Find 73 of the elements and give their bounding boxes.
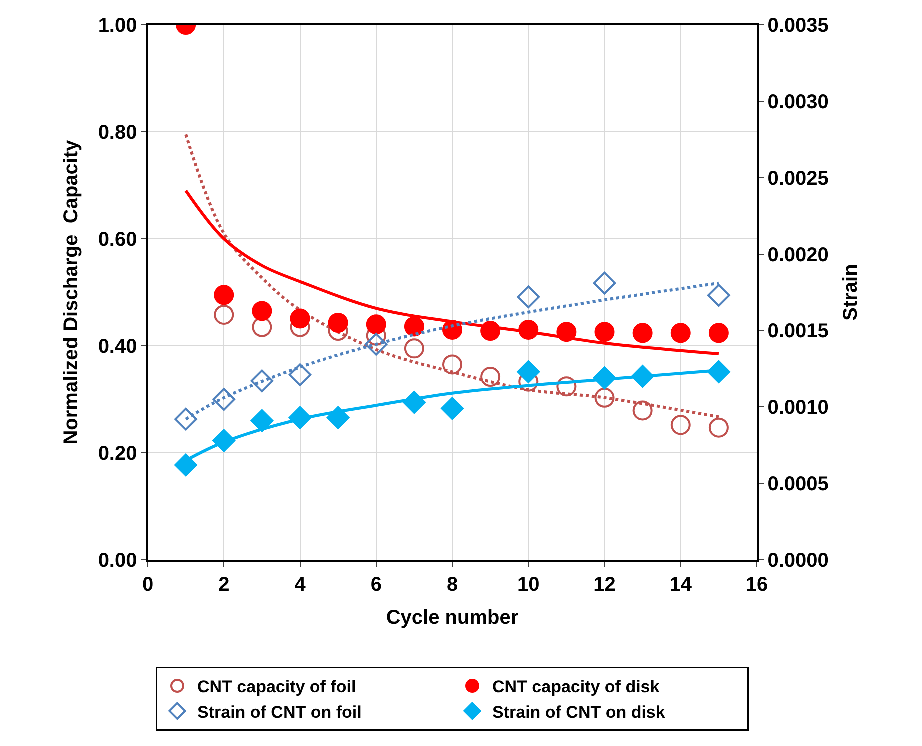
- point: [594, 322, 615, 342]
- point: [708, 323, 729, 344]
- point: [670, 415, 691, 436]
- x-tick-label: 8: [446, 574, 458, 596]
- x-tick-label: 16: [746, 574, 768, 596]
- x-tick-label: 4: [294, 574, 307, 596]
- point: [441, 397, 464, 420]
- point: [212, 429, 236, 452]
- point: [250, 370, 274, 393]
- y-tick-label: 0.00: [98, 550, 138, 572]
- y2-tick-label: 0.0000: [768, 550, 829, 572]
- point: [594, 388, 615, 408]
- y2-tick-label: 0.0010: [768, 397, 829, 420]
- y-axis-title: Normalized Discharge Capacity: [60, 139, 82, 445]
- y2-tick-label: 0.0005: [768, 474, 829, 496]
- point: [250, 410, 274, 432]
- point: [632, 323, 653, 344]
- point: [517, 360, 540, 384]
- point: [214, 285, 234, 306]
- y2-axis-title: Strain: [840, 264, 862, 321]
- point: [288, 364, 312, 386]
- x-tick-label: 2: [218, 574, 230, 596]
- point: [364, 333, 388, 356]
- legend-label: CNT capacity of disk: [492, 678, 660, 697]
- y2-tick-label: 0.0035: [768, 15, 829, 37]
- x-tick-label: 10: [518, 574, 540, 596]
- point: [403, 391, 426, 414]
- point: [174, 454, 198, 477]
- point: [480, 367, 501, 388]
- y2-tick-label: 0.0025: [768, 168, 829, 190]
- legend-label: Strain of CNT on disk: [492, 702, 666, 722]
- y-tick-label: 1.00: [98, 15, 138, 37]
- line-series: [184, 189, 720, 356]
- point: [556, 322, 577, 342]
- point: [708, 284, 730, 307]
- point: [404, 316, 424, 337]
- point: [442, 354, 462, 375]
- point: [288, 406, 312, 430]
- point: [214, 304, 234, 325]
- legend-label: Strain of CNT on foil: [198, 702, 362, 722]
- y-tick-label: 0.20: [98, 443, 138, 465]
- point: [632, 400, 653, 421]
- point: [328, 313, 348, 333]
- point: [708, 418, 729, 438]
- point: [593, 366, 616, 390]
- point: [518, 320, 539, 340]
- y-tick-label: 0.80: [98, 122, 138, 144]
- point: [366, 314, 386, 335]
- point: [252, 301, 272, 322]
- y2-tick-label: 0.0020: [768, 244, 829, 266]
- x-axis-title: Cycle number: [386, 606, 519, 629]
- point: [326, 406, 350, 430]
- x-tick-label: 6: [370, 574, 382, 596]
- y-tick-label: 0.40: [98, 336, 138, 358]
- point: [174, 408, 198, 431]
- point: [404, 338, 424, 359]
- point: [593, 272, 616, 295]
- point: [212, 388, 236, 411]
- y2-tick-label: 0.0015: [768, 320, 829, 343]
- x-tick-label: 12: [594, 574, 616, 596]
- legend-label: CNT capacity of foil: [198, 678, 356, 697]
- x-tick-label: 0: [142, 574, 154, 596]
- point: [631, 365, 654, 388]
- point: [252, 317, 272, 338]
- point: [517, 286, 540, 308]
- point: [708, 360, 730, 384]
- point: [670, 323, 691, 344]
- point: [480, 321, 501, 342]
- point: [556, 376, 577, 397]
- y-tick-label: 0.60: [98, 229, 138, 251]
- point: [290, 308, 310, 329]
- y2-tick-label: 0.0030: [768, 91, 829, 114]
- x-tick-label: 14: [670, 574, 693, 596]
